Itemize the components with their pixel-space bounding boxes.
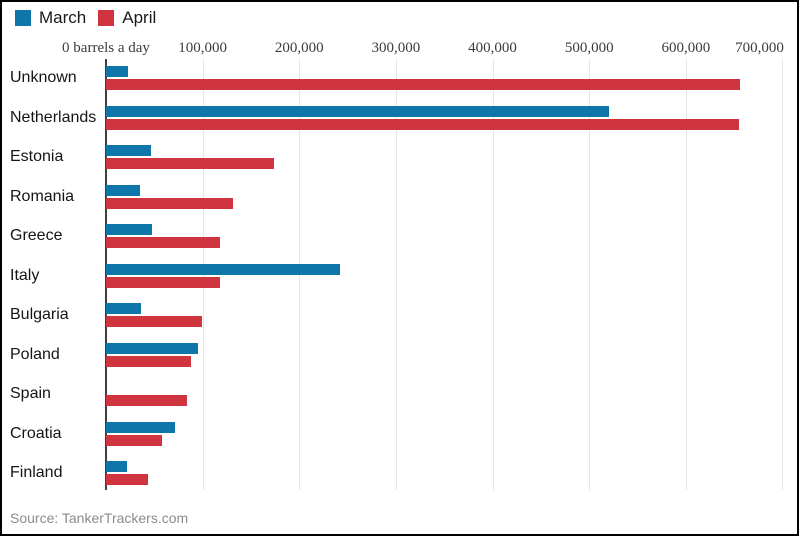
legend-label-march: March	[39, 8, 87, 27]
gridline	[685, 59, 687, 490]
category-label-croatia: Croatia	[10, 424, 62, 442]
x-tick-label: 100,000	[178, 40, 227, 56]
category-label-spain: Spain	[10, 385, 51, 402]
category-label-unknown: Unknown	[10, 69, 77, 86]
bar-april-croatia	[106, 434, 162, 446]
bar-april-romania	[106, 197, 233, 209]
x-tick-label: 400,000	[468, 40, 517, 56]
bar-march-netherlands	[106, 105, 609, 117]
bar-april-bulgaria	[106, 316, 202, 327]
x-tick-label: 700,000	[735, 40, 784, 56]
category-label-bulgaria: Bulgaria	[10, 306, 69, 323]
bar-march-unknown	[106, 66, 128, 77]
bar-april-italy	[106, 276, 220, 288]
bar-april-poland	[106, 355, 191, 367]
bar-april-finland	[106, 474, 148, 485]
category-label-italy: Italy	[10, 266, 40, 284]
category-label-poland: Poland	[10, 345, 60, 363]
april-color-swatch	[98, 10, 115, 26]
march-color-swatch	[15, 10, 31, 26]
category-label-estonia: Estonia	[10, 148, 64, 165]
bar-march-romania	[106, 184, 140, 196]
gridline	[589, 59, 591, 490]
bar-march-poland	[106, 342, 198, 354]
gridline	[782, 59, 784, 490]
bar-april-estonia	[106, 158, 274, 169]
y-axis-line	[105, 59, 107, 490]
bar-april-netherlands	[106, 118, 739, 130]
source-credit: Source: TankerTrackers.com	[10, 510, 189, 526]
gridline	[395, 59, 397, 490]
x-tick-label: 600,000	[661, 40, 711, 56]
gridline	[492, 59, 494, 490]
x-tick-label: 0 barrels a day	[62, 40, 150, 56]
bar-april-greece	[106, 237, 220, 248]
bar-march-estonia	[106, 145, 151, 156]
legend-item-april: April	[98, 9, 156, 27]
category-label-greece: Greece	[10, 227, 63, 244]
bar-april-unknown	[106, 79, 740, 90]
category-label-finland: Finland	[10, 464, 63, 481]
legend-item-march: March	[15, 9, 86, 27]
bar-march-greece	[106, 224, 152, 235]
bar-april-spain	[106, 395, 187, 406]
x-tick-label: 500,000	[564, 40, 614, 56]
category-label-romania: Romania	[10, 187, 75, 205]
category-label-netherlands: Netherlands	[10, 108, 97, 126]
bar-march-croatia	[106, 421, 175, 433]
gridline	[299, 59, 301, 490]
bar-march-finland	[106, 461, 127, 472]
legend: March April	[15, 9, 156, 27]
x-tick-label: 200,000	[274, 40, 324, 56]
legend-label-april: April	[122, 8, 157, 27]
bar-march-bulgaria	[106, 303, 141, 314]
x-tick-label: 300,000	[371, 40, 421, 56]
bar-march-italy	[106, 263, 340, 275]
gridline	[202, 59, 204, 490]
